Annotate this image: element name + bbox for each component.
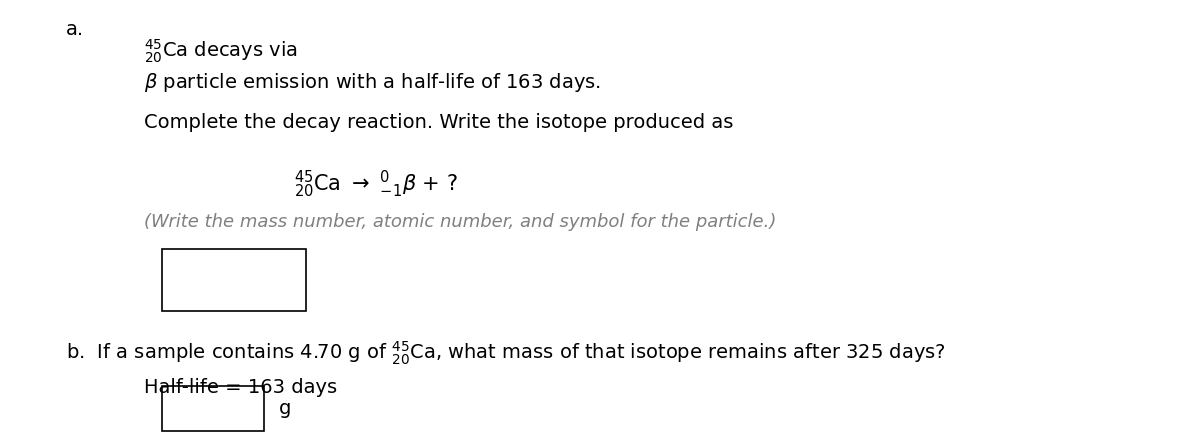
Text: b.  If a sample contains 4.70 g of $\mathregular{^{45}_{20}}$Ca, what mass of th: b. If a sample contains 4.70 g of $\math… bbox=[66, 340, 946, 367]
Text: $\mathregular{^{45}_{20}}$Ca decays via: $\mathregular{^{45}_{20}}$Ca decays via bbox=[144, 38, 298, 65]
Text: g: g bbox=[278, 399, 290, 418]
Text: Complete the decay reaction. Write the isotope produced as: Complete the decay reaction. Write the i… bbox=[144, 113, 733, 132]
FancyBboxPatch shape bbox=[162, 249, 306, 311]
FancyBboxPatch shape bbox=[162, 386, 264, 431]
Text: (Write the mass number, atomic number, and symbol for the particle.): (Write the mass number, atomic number, a… bbox=[144, 213, 776, 231]
Text: a.: a. bbox=[66, 20, 84, 39]
Text: $\beta$ particle emission with a half-life of 163 days.: $\beta$ particle emission with a half-li… bbox=[144, 71, 601, 94]
Text: $\mathregular{^{45}_{20}}$Ca $\rightarrow$ $\mathregular{^{0}_{-1}}\beta$ + ?: $\mathregular{^{45}_{20}}$Ca $\rightarro… bbox=[294, 169, 457, 200]
Text: Half-life = 163 days: Half-life = 163 days bbox=[144, 378, 337, 397]
